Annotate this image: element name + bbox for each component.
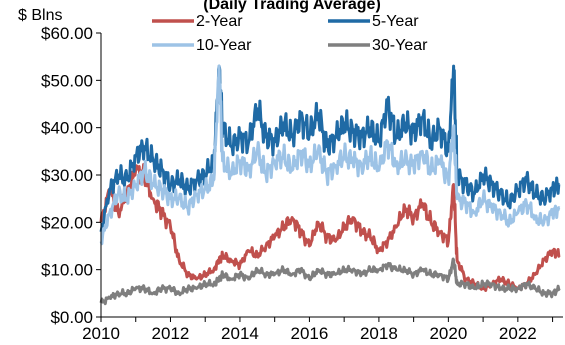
legend-label-2-year: 2-Year bbox=[196, 13, 243, 30]
series-line-30-year bbox=[99, 257, 561, 306]
legend-label-10-year: 10-Year bbox=[196, 37, 252, 54]
legend-label-30-year: 30-Year bbox=[372, 37, 428, 54]
y-tick-label: $60.00 bbox=[41, 24, 93, 43]
y-tick-label: $20.00 bbox=[41, 213, 93, 232]
legend-label-5-year: 5-Year bbox=[372, 13, 419, 30]
legend: 2-Year 5-Year 10-Year 30-Year bbox=[152, 13, 428, 54]
y-tick-label: $30.00 bbox=[41, 166, 93, 185]
series-lines bbox=[99, 64, 561, 306]
x-tick-label: 2018 bbox=[360, 324, 398, 343]
x-tick-label: 2016 bbox=[291, 324, 329, 343]
series-line-10-year bbox=[99, 64, 561, 246]
x-tick-label: 2012 bbox=[152, 324, 190, 343]
axes: $0.00 $10.00 $20.00 $30.00 $40.00 $50.00 $60.0… bbox=[41, 24, 563, 343]
y-tick-label: $10.00 bbox=[41, 261, 93, 280]
x-tick-label: 2022 bbox=[499, 324, 537, 343]
y-tick-label: $0.00 bbox=[50, 308, 93, 327]
chart-title: (Daily Trading Average) bbox=[203, 0, 381, 13]
y-tick-label: $50.00 bbox=[41, 71, 93, 90]
x-tick-label: 2020 bbox=[429, 324, 467, 343]
y-axis-unit-label: $ Blns bbox=[18, 7, 62, 24]
y-tick-label: $40.00 bbox=[41, 119, 93, 138]
series-line-5-year bbox=[99, 64, 561, 233]
x-tick-label: 2014 bbox=[221, 324, 259, 343]
x-tick-label: 2010 bbox=[82, 324, 120, 343]
